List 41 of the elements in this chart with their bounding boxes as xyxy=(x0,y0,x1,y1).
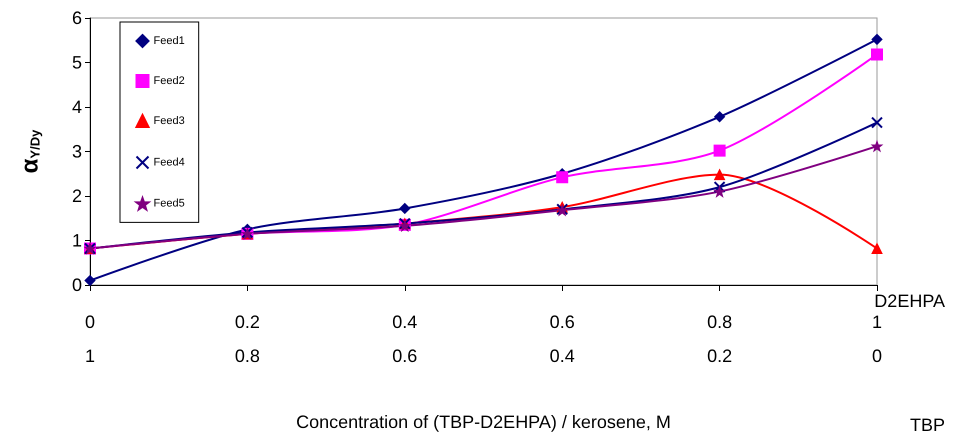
point xyxy=(714,144,726,157)
legend-label: Feed4 xyxy=(154,156,185,168)
x-tick-label: 0.8 xyxy=(707,312,732,332)
x-tick-label: 0.4 xyxy=(392,312,418,332)
point xyxy=(556,171,568,184)
y-tick-label: 3 xyxy=(72,142,82,162)
y-axis-title: αY/Dy xyxy=(16,128,44,174)
point xyxy=(872,34,882,45)
x2-tick-label: 0 xyxy=(872,346,882,366)
x2-tick-label: 0.4 xyxy=(550,346,575,366)
point xyxy=(714,111,726,122)
x-axis-title: Concentration of (TBP-D2EHPA) / kerosene, M xyxy=(296,412,671,432)
point xyxy=(399,202,410,214)
x2-tick-label: 0.8 xyxy=(234,346,260,366)
x2-tick-label: 0.2 xyxy=(707,346,732,366)
x-tick-label: 0.6 xyxy=(550,312,575,332)
point xyxy=(714,169,726,180)
y-tick-label: 1 xyxy=(72,230,82,250)
text: D2EHPA xyxy=(874,291,946,311)
point xyxy=(871,48,883,60)
point xyxy=(714,186,726,198)
legend-label: Feed1 xyxy=(154,35,185,47)
x2-tick-label: 1 xyxy=(84,346,96,366)
point xyxy=(872,140,882,152)
legend-label: Feed2 xyxy=(154,75,185,87)
point xyxy=(714,181,726,194)
point xyxy=(871,116,883,129)
x2-tick-label: 0.6 xyxy=(392,346,418,366)
y-tick-label: 6 xyxy=(72,8,82,28)
y-tick-label: 0 xyxy=(72,275,82,295)
legend-label: Feed5 xyxy=(154,198,185,210)
point xyxy=(84,275,96,286)
point xyxy=(872,243,882,254)
y-tick-label: 4 xyxy=(72,97,82,117)
y-tick-label: 2 xyxy=(72,186,82,206)
x-tick-label: 0 xyxy=(84,312,96,332)
x-tick-label: 1 xyxy=(872,312,882,332)
legend-label: Feed3 xyxy=(154,115,185,127)
x-tick-label: 0.2 xyxy=(234,312,260,332)
y-tick-label: 5 xyxy=(72,52,82,72)
text: TBP xyxy=(910,415,946,435)
